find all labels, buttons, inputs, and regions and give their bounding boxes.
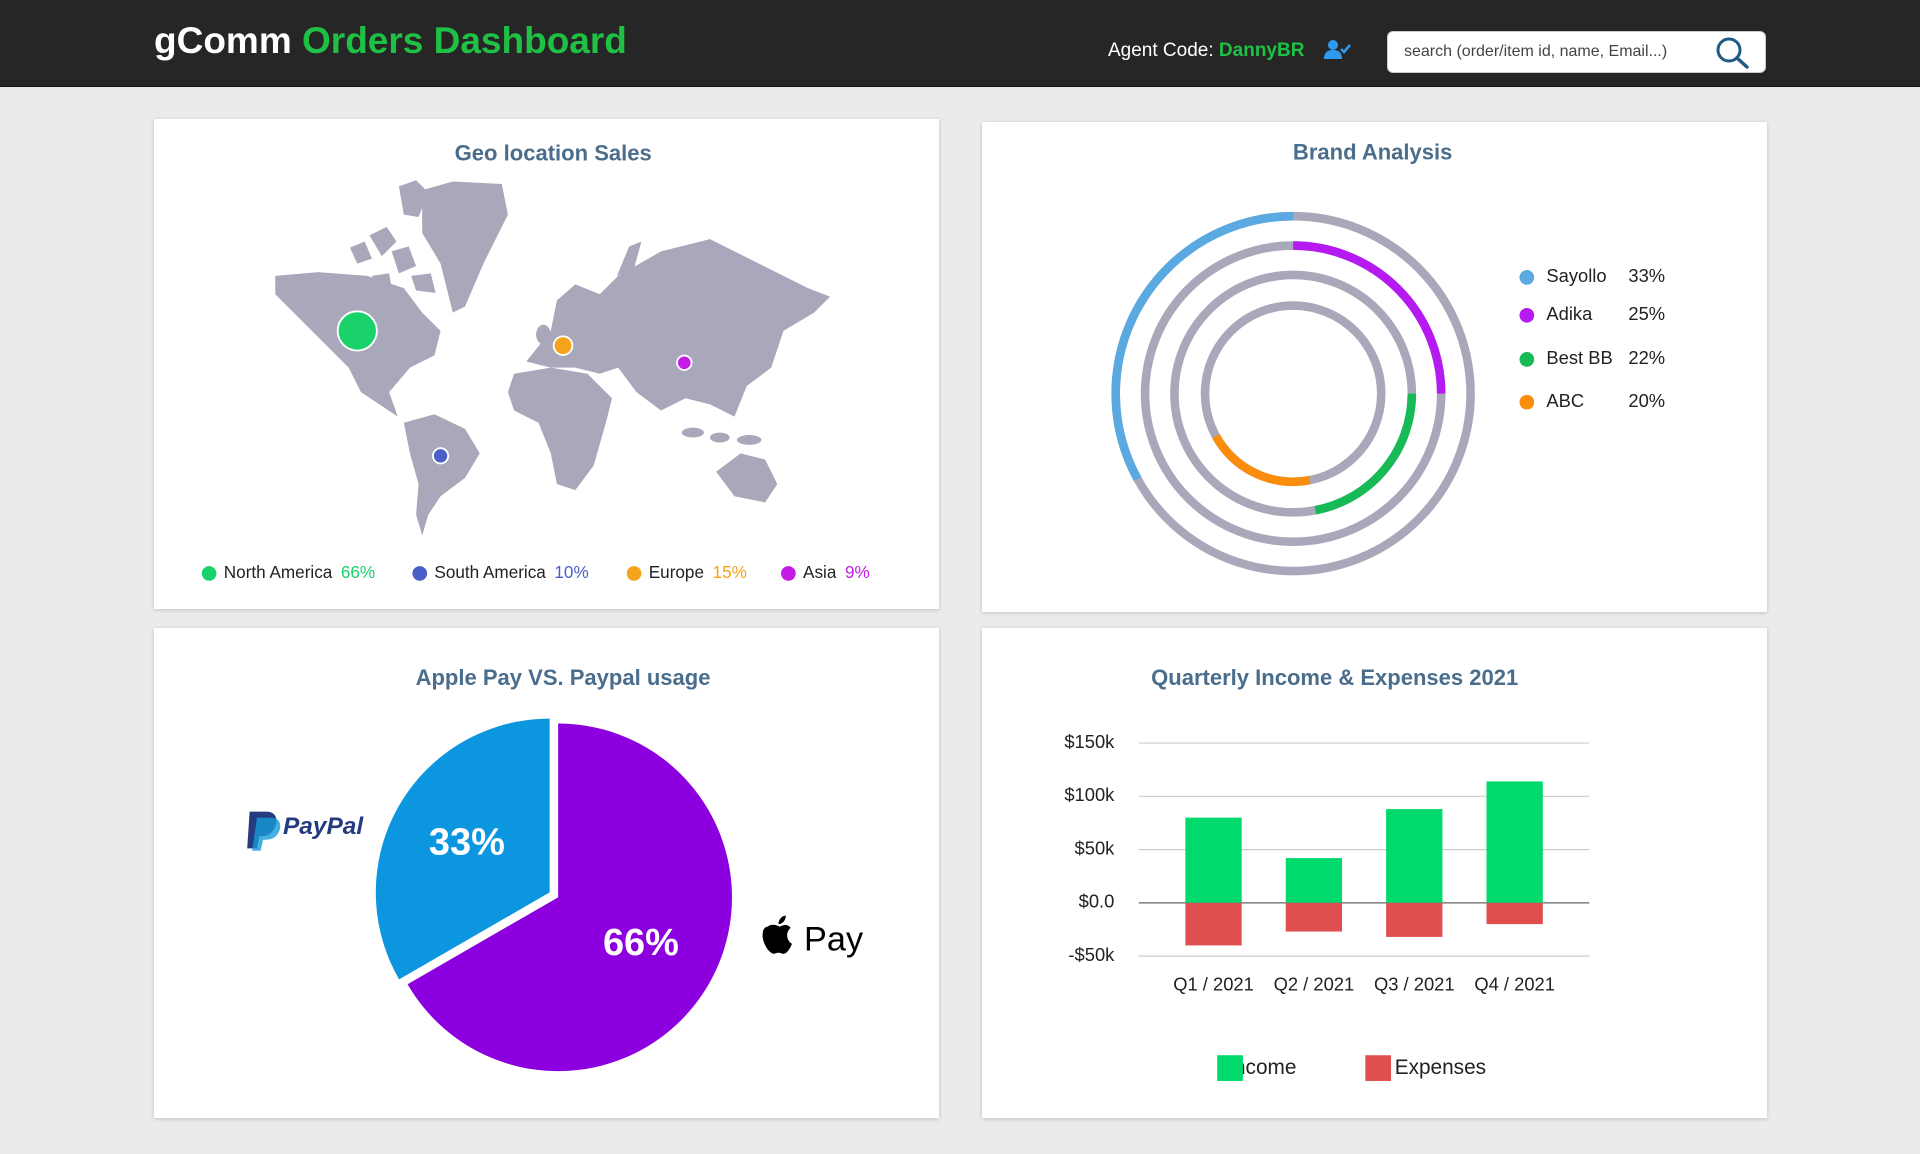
legend-label: Europe bbox=[649, 562, 704, 582]
chart-title: Apple Pay VS. Paypal usage bbox=[416, 665, 711, 690]
x-tick-label: Q1 / 2021 bbox=[1173, 973, 1254, 994]
bar bbox=[1285, 858, 1343, 903]
legend-dot bbox=[781, 566, 796, 581]
brand-name: gComm bbox=[154, 20, 292, 61]
bar bbox=[1386, 902, 1443, 937]
agent-label: Agent Code: bbox=[1108, 40, 1214, 61]
search-placeholder: search (order/item id, name, Email...) bbox=[1404, 43, 1668, 60]
legend-dot bbox=[201, 566, 217, 581]
x-tick-label: Q4 / 2021 bbox=[1474, 973, 1555, 994]
legend-value: 25% bbox=[1628, 303, 1665, 324]
ring-arc bbox=[1293, 241, 1446, 394]
chart-title: Brand Analysis bbox=[1293, 140, 1452, 165]
legend-label: South America bbox=[434, 562, 546, 582]
legend-dot bbox=[1519, 270, 1535, 285]
legend-value: 20% bbox=[1628, 390, 1665, 411]
legend-dot bbox=[1519, 307, 1535, 323]
legend-dot bbox=[626, 566, 642, 581]
apple-icon bbox=[762, 915, 792, 954]
legend-value: 33% bbox=[1628, 265, 1665, 286]
brand: gComm Orders Dashboard bbox=[154, 20, 627, 62]
y-tick-label: $150k bbox=[1064, 731, 1115, 752]
bar bbox=[1185, 817, 1242, 903]
slice-label: 33% bbox=[429, 822, 505, 864]
y-tick-label: $100k bbox=[1064, 784, 1115, 805]
legend-label: Adika bbox=[1546, 303, 1593, 324]
bubble bbox=[552, 335, 574, 356]
search-box[interactable]: search (order/item id, name, Email...) bbox=[1387, 31, 1766, 73]
legend-label: Asia bbox=[803, 562, 837, 582]
payment-label: PayPal bbox=[283, 813, 364, 840]
agent-code: DannyBR bbox=[1218, 40, 1305, 61]
x-tick-label: Q2 / 2021 bbox=[1274, 973, 1355, 994]
ring-arc bbox=[1314, 393, 1417, 515]
legend-label: Sayollo bbox=[1546, 265, 1606, 286]
bar bbox=[1486, 781, 1543, 903]
search-icon[interactable] bbox=[1715, 36, 1751, 70]
dashboard-title: Orders Dashboard bbox=[302, 20, 627, 61]
bar bbox=[1486, 902, 1543, 925]
legend-value: 22% bbox=[1628, 347, 1665, 368]
legend-value: 66% bbox=[341, 562, 375, 582]
world-map bbox=[275, 180, 831, 536]
legend-dot bbox=[412, 566, 428, 581]
finance-card: Quarterly Income & Expenses 2021 -$50k $0… bbox=[982, 628, 1767, 1118]
bubble bbox=[676, 354, 693, 371]
legend-dot bbox=[1519, 394, 1535, 410]
legend-label: Expenses bbox=[1395, 1056, 1486, 1079]
finance-chart: Quarterly Income & Expenses 2021 -$50k $0… bbox=[1064, 665, 1590, 1081]
pie-slice bbox=[375, 718, 550, 980]
ring-arc bbox=[1212, 433, 1311, 487]
bubble bbox=[432, 447, 450, 465]
payment-card: Apple Pay VS. Paypal usage 33% PayPal 66% P… bbox=[154, 628, 939, 1118]
legend-dot bbox=[1519, 352, 1535, 367]
legend-label: ABC bbox=[1546, 390, 1584, 411]
slice-label: 66% bbox=[603, 922, 679, 964]
brand-chart: Brand Analysis Sayollo 33% Adika 25% Best BB… bbox=[1111, 140, 1665, 576]
agent-icon[interactable] bbox=[1324, 38, 1352, 62]
payment-chart: Apple Pay VS. Paypal usage 33% PayPal 66% P… bbox=[247, 665, 864, 1072]
legend-value: 10% bbox=[554, 562, 588, 582]
y-tick-label: $50k bbox=[1075, 837, 1116, 858]
paypal-icon bbox=[252, 817, 281, 851]
legend-value: 9% bbox=[845, 562, 870, 582]
bubble bbox=[336, 310, 378, 352]
y-tick-label: $0.0 bbox=[1079, 891, 1115, 912]
brand-card: Brand Analysis Sayollo 33% Adika 25% Best BB… bbox=[982, 122, 1767, 612]
payment-label: Pay bbox=[804, 920, 864, 958]
ring-arc bbox=[1111, 211, 1294, 482]
bar bbox=[1285, 902, 1343, 932]
agent: Agent Code: DannyBR bbox=[1108, 40, 1304, 62]
legend-label: Best BB bbox=[1546, 347, 1612, 368]
chart-title: Quarterly Income & Expenses 2021 bbox=[1151, 665, 1518, 690]
legend-label: North America bbox=[224, 562, 333, 582]
y-tick-label: -$50k bbox=[1068, 944, 1115, 965]
legend-value: 15% bbox=[713, 562, 747, 582]
bar bbox=[1386, 809, 1443, 903]
geo-card: Geo location Sales North America 66% South… bbox=[154, 119, 939, 609]
legend-swatch bbox=[1365, 1055, 1392, 1081]
legend-label: Income bbox=[1228, 1056, 1296, 1079]
geo-chart: Geo location Sales North America 66% South… bbox=[201, 140, 870, 582]
top-bar: gComm Orders Dashboard Agent Code: Danny… bbox=[0, 0, 1920, 87]
chart-title: Geo location Sales bbox=[455, 140, 652, 165]
legend-swatch bbox=[1217, 1055, 1243, 1081]
pie-slice bbox=[407, 723, 732, 1072]
x-tick-label: Q3 / 2021 bbox=[1374, 973, 1455, 994]
bar bbox=[1185, 902, 1242, 946]
